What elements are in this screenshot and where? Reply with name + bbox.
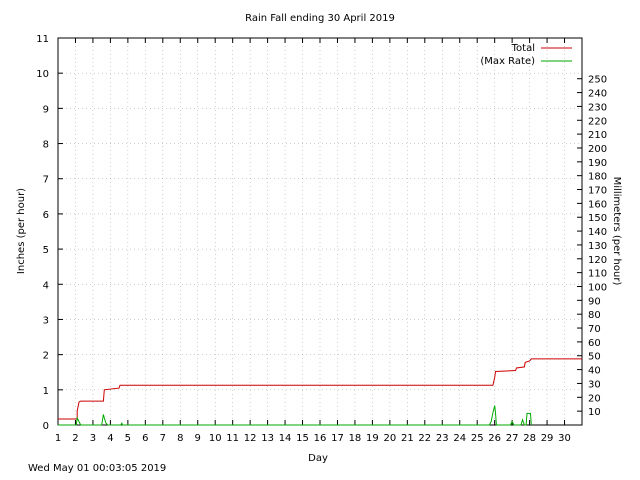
chart-title: Rain Fall ending 30 April 2019 [245, 13, 395, 24]
legend: Total (Max Rate) [480, 43, 572, 67]
y2-tick-label: 210 [588, 130, 607, 141]
x-tick-label: 8 [177, 433, 183, 444]
y-tick-label: 10 [36, 69, 49, 80]
x-tick-label: 18 [349, 433, 362, 444]
x-tick-label: 17 [331, 433, 344, 444]
x-tick-label: 6 [142, 433, 148, 444]
y2-tick-label: 150 [588, 213, 607, 224]
y-tick-label: 6 [43, 210, 49, 221]
y-tick-label: 9 [43, 104, 49, 115]
y2-tick-label: 80 [588, 310, 601, 321]
x-tick-label: 1 [55, 433, 61, 444]
x-tick-label: 2 [72, 433, 78, 444]
y2-tick-label: 200 [588, 144, 607, 155]
legend-label-max-rate: (Max Rate) [480, 56, 535, 67]
x-tick-label: 27 [506, 433, 519, 444]
legend-label-total: Total [511, 43, 535, 54]
y2-tick-label: 220 [588, 116, 607, 127]
y-axis-label: Inches (per hour) [16, 188, 27, 274]
y2-tick-label: 40 [588, 366, 601, 377]
y2-tick-label: 60 [588, 338, 601, 349]
y2-tick-label: 240 [588, 89, 607, 100]
y2-tick-label: 70 [588, 324, 601, 335]
x-tick-label: 20 [383, 433, 396, 444]
x-tick-label: 24 [453, 433, 466, 444]
x-tick-label: 28 [523, 433, 536, 444]
y2-tick-label: 100 [588, 282, 607, 293]
series-line-total [58, 358, 582, 420]
x-tick-label: 9 [195, 433, 201, 444]
y2-tick-label: 230 [588, 102, 607, 113]
x-tick-label: 23 [436, 433, 449, 444]
y2-tick-label: 180 [588, 172, 607, 183]
y2-axis-label: Millimeters (per hour) [611, 177, 622, 286]
x-tick-label: 4 [107, 433, 113, 444]
y2-tick-label: 90 [588, 296, 601, 307]
x-tick-label: 25 [471, 433, 484, 444]
y-tick-label: 5 [43, 245, 49, 256]
series-line-max-rate [58, 405, 532, 426]
y-tick-label: 4 [43, 280, 49, 291]
y-tick-label: 11 [36, 34, 49, 45]
y2-tick-label: 130 [588, 241, 607, 252]
x-tick-label: 22 [418, 433, 431, 444]
x-tick-label: 12 [244, 433, 257, 444]
y2-tick-label: 20 [588, 393, 601, 404]
x-tick-label: 5 [125, 433, 131, 444]
y2-tick-label: 110 [588, 269, 607, 280]
y2-tick-label: 140 [588, 227, 607, 238]
y-tick-label: 2 [43, 351, 49, 362]
timestamp: Wed May 01 00:03:05 2019 [28, 463, 167, 474]
y-tick-label: 0 [43, 421, 49, 432]
x-tick-label: 30 [558, 433, 571, 444]
x-tick-label: 29 [541, 433, 554, 444]
y2-tick-label: 190 [588, 158, 607, 169]
x-tick-label: 10 [209, 433, 222, 444]
grid-lines [58, 38, 582, 425]
axis-ticks: 1 2 3 4 5 6 7 8 9 10 11 12 13 14 15 16 17 18 19 20 21 22 23 24 2… [36, 34, 607, 444]
y-tick-label: 1 [43, 386, 49, 397]
y2-tick-label: 30 [588, 379, 601, 390]
x-tick-label: 7 [160, 433, 166, 444]
y2-tick-label: 50 [588, 352, 601, 363]
y2-tick-label: 170 [588, 186, 607, 197]
x-tick-label: 11 [226, 433, 239, 444]
x-tick-label: 26 [488, 433, 501, 444]
y-tick-label: 3 [43, 315, 49, 326]
y2-tick-label: 10 [588, 407, 601, 418]
y2-tick-label: 120 [588, 255, 607, 266]
x-axis-label: Day [308, 453, 328, 464]
x-tick-label: 19 [366, 433, 379, 444]
x-tick-label: 21 [401, 433, 414, 444]
y-tick-label: 8 [43, 140, 49, 151]
x-tick-label: 15 [296, 433, 309, 444]
x-tick-label: 14 [279, 433, 292, 444]
y2-tick-label: 160 [588, 199, 607, 210]
y-tick-label: 7 [43, 175, 49, 186]
x-tick-label: 16 [314, 433, 327, 444]
x-tick-label: 13 [261, 433, 274, 444]
y2-tick-label: 250 [588, 75, 607, 86]
series-layer [58, 358, 582, 426]
x-tick-label: 3 [90, 433, 96, 444]
